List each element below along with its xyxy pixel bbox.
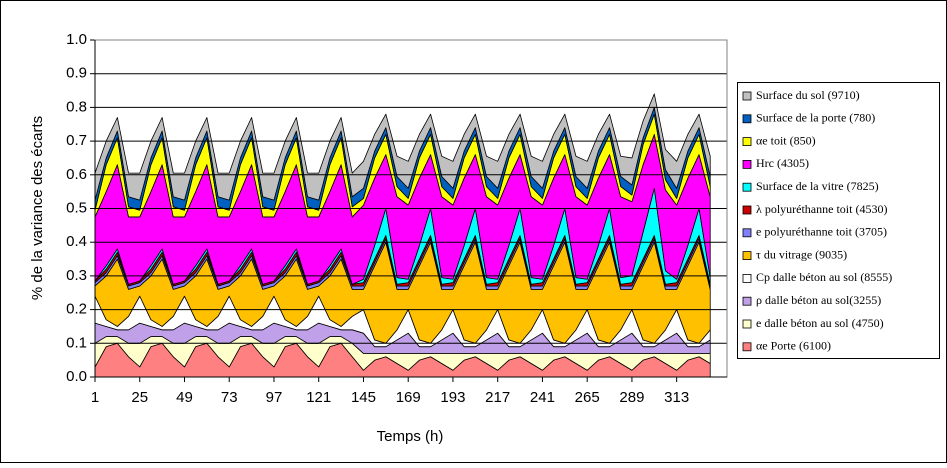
legend-swatch xyxy=(742,296,752,306)
y-tick-label: 0.5 xyxy=(66,199,87,216)
x-tick-label: 73 xyxy=(221,389,238,406)
legend-label: Surface du sol (9710) xyxy=(756,88,860,102)
legend-label: e dalle béton au sol (4750) xyxy=(756,316,884,330)
legend-swatch xyxy=(742,205,752,215)
y-tick-label: 0.6 xyxy=(66,166,87,183)
x-tick-label: 241 xyxy=(530,389,555,406)
legend-label: αe toit (850) xyxy=(756,133,816,147)
legend-label: Hrc (4305) xyxy=(756,156,809,170)
y-tick-label: 0.4 xyxy=(66,233,87,250)
area xyxy=(94,93,711,201)
legend-swatch xyxy=(742,114,752,124)
x-tick-label: 289 xyxy=(619,389,644,406)
y-tick-label: 0.1 xyxy=(66,334,87,351)
legend-swatch xyxy=(742,91,752,101)
x-tick-label: 49 xyxy=(176,389,193,406)
legend-swatch xyxy=(742,137,752,147)
y-tick-label: 0.9 xyxy=(66,65,87,82)
y-tick-label: 0.8 xyxy=(66,98,87,115)
legend-swatch xyxy=(742,273,752,283)
legend-label: αe Porte (6100) xyxy=(756,339,831,353)
x-tick-label: 97 xyxy=(266,389,283,406)
x-axis-label: Temps (h) xyxy=(377,428,444,445)
legend-swatch xyxy=(742,228,752,238)
y-tick-label: 1.0 xyxy=(66,31,87,48)
legend-label: τ du vitrage (9035) xyxy=(756,247,847,261)
legend-label: ρ dalle béton au sol(3255) xyxy=(756,293,881,307)
legend-swatch xyxy=(742,251,752,261)
legend-swatch xyxy=(742,319,752,329)
legend-swatch xyxy=(742,159,752,169)
legend-label: λ polyuréthanne toit (4530) xyxy=(756,202,887,216)
y-tick-label: 0.7 xyxy=(66,132,87,149)
x-tick-label: 265 xyxy=(575,389,600,406)
x-tick-label: 25 xyxy=(131,389,148,406)
legend-swatch xyxy=(742,182,752,192)
x-tick-label: 313 xyxy=(664,389,689,406)
x-tick-label: 145 xyxy=(351,389,376,406)
legend-label: Cp dalle béton au sol (8555) xyxy=(756,270,892,284)
legend-label: e polyuréthanne toit (3705) xyxy=(756,225,887,239)
y-tick-label: 0.3 xyxy=(66,267,87,284)
x-tick-label: 121 xyxy=(306,389,331,406)
legend-label: Surface de la porte (780) xyxy=(756,111,875,125)
legend-swatch xyxy=(742,342,752,352)
x-tick-label: 169 xyxy=(396,389,421,406)
legend: Surface du sol (9710) Surface de la porte… xyxy=(742,88,892,353)
legend-label: Surface de la vitre (7825) xyxy=(756,179,879,193)
legend-box xyxy=(737,82,940,359)
x-tick-label: 193 xyxy=(440,389,465,406)
y-tick-label: 0.0 xyxy=(66,368,87,385)
x-tick-label: 217 xyxy=(485,389,510,406)
y-axis-label: % de la variance des écarts xyxy=(29,116,46,300)
x-tick-label: 1 xyxy=(91,389,99,406)
y-tick-label: 0.2 xyxy=(66,301,87,318)
